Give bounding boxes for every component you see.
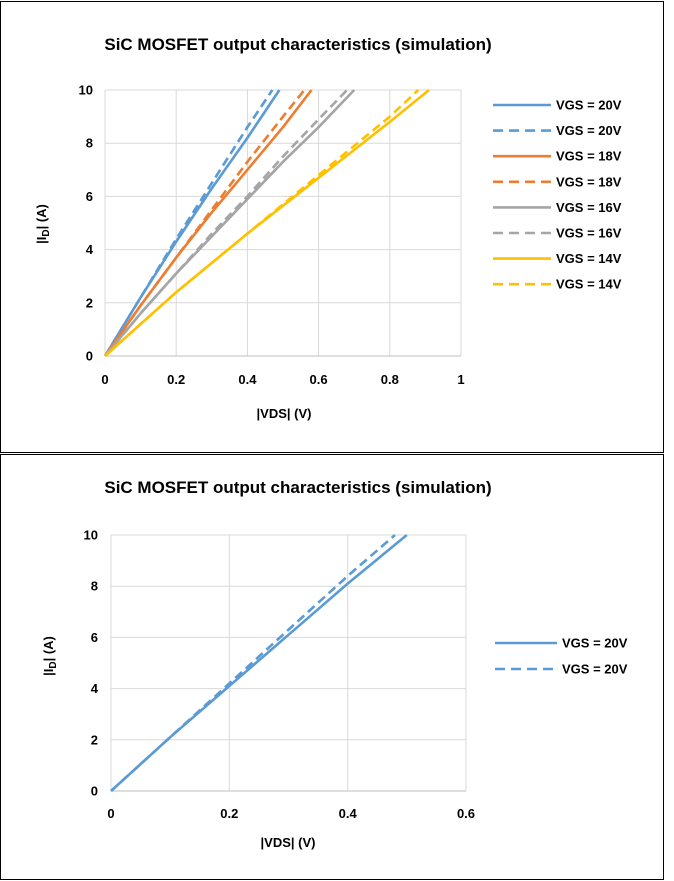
y-axis-title: |ID| (A) xyxy=(41,636,59,676)
series-line-2 xyxy=(103,89,313,357)
legend-label: VGS = 18V xyxy=(556,149,622,164)
y-tick-label: 6 xyxy=(91,630,98,645)
legend-label: VGS = 16V xyxy=(556,226,622,241)
x-tick-label: 0.8 xyxy=(381,372,399,387)
series-line-0 xyxy=(110,533,408,792)
x-axis-title: |VDS| (V) xyxy=(261,835,316,850)
legend-label: VGS = 14V xyxy=(556,251,622,266)
y-tick-label: 0 xyxy=(86,349,93,364)
series-line-6 xyxy=(104,88,430,357)
y-axis-title: |ID| (A) xyxy=(34,204,52,244)
chart-title: SiC MOSFET output characteristics (simul… xyxy=(104,478,491,497)
x-tick-label: 0.2 xyxy=(220,806,238,821)
legend-label: VGS = 18V xyxy=(556,174,622,189)
y-tick-label: 4 xyxy=(86,242,94,257)
series-line-1 xyxy=(110,534,396,792)
chart-panel-2: SiC MOSFET output characteristics (simul… xyxy=(0,454,664,880)
legend-label: VGS = 20V xyxy=(562,636,628,651)
x-tick-label: 0 xyxy=(101,372,108,387)
x-tick-label: 0.2 xyxy=(167,372,185,387)
gridlines xyxy=(104,89,462,357)
legend-label: VGS = 20V xyxy=(562,662,628,677)
series-lines xyxy=(110,533,408,792)
y-tick-labels: 0 2 4 6 8 10 xyxy=(84,528,99,799)
chart-title: SiC MOSFET output characteristics (simul… xyxy=(104,35,491,54)
chart-panel-1: SiC MOSFET output characteristics (simul… xyxy=(0,1,664,453)
x-tick-label: 0.4 xyxy=(339,806,358,821)
series-line-3 xyxy=(103,89,306,357)
axes xyxy=(104,90,461,357)
y-tick-label: 2 xyxy=(86,295,93,310)
chart-1-svg: SiC MOSFET output characteristics (simul… xyxy=(34,35,622,421)
legend-label: VGS = 16V xyxy=(556,200,622,215)
series-lines xyxy=(103,88,430,357)
chart-2-svg: SiC MOSFET output characteristics (simul… xyxy=(41,478,628,850)
x-tick-label: 1 xyxy=(457,372,464,387)
legend: VGS = 20V VGS = 20V VGS = 18V VGS = 18V VGS … xyxy=(493,98,622,292)
x-tick-labels: 0 0.2 0.4 0.6 xyxy=(107,806,475,821)
series-line-5 xyxy=(104,89,349,357)
x-axis-title: |VDS| (V) xyxy=(257,406,312,421)
legend: VGS = 20V VGS = 20V xyxy=(495,636,628,677)
y-tick-label: 0 xyxy=(91,784,98,799)
y-tick-label: 6 xyxy=(86,189,93,204)
legend-label: VGS = 20V xyxy=(556,98,622,113)
x-tick-labels: 0 0.2 0.4 0.6 0.8 1 xyxy=(101,372,464,387)
x-tick-label: 0.6 xyxy=(457,806,475,821)
gridlines xyxy=(110,534,467,792)
series-line-1 xyxy=(103,89,274,357)
axes xyxy=(110,535,466,792)
x-tick-label: 0 xyxy=(107,806,114,821)
series-line-4 xyxy=(104,89,356,357)
x-tick-label: 0.6 xyxy=(310,372,328,387)
y-tick-label: 10 xyxy=(79,83,93,98)
legend-label: VGS = 14V xyxy=(556,277,622,292)
series-line-7 xyxy=(104,89,420,357)
y-tick-label: 10 xyxy=(84,528,98,543)
y-tick-label: 8 xyxy=(86,136,93,151)
x-tick-label: 0.4 xyxy=(238,372,257,387)
y-tick-labels: 0 2 4 6 8 10 xyxy=(79,83,94,364)
legend-label: VGS = 20V xyxy=(556,123,622,138)
y-tick-label: 4 xyxy=(91,681,99,696)
y-tick-label: 2 xyxy=(91,732,98,747)
series-line-0 xyxy=(103,89,281,357)
y-tick-label: 8 xyxy=(91,579,98,594)
